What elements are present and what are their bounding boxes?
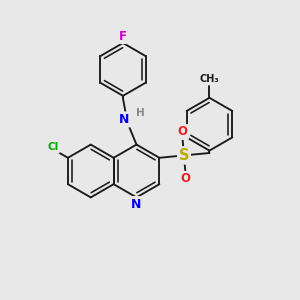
Text: S: S [179,148,189,163]
Text: N: N [119,113,130,126]
Text: CH₃: CH₃ [200,74,219,84]
Text: H: H [136,108,144,118]
Text: Cl: Cl [47,142,58,152]
Text: N: N [131,197,142,211]
Text: F: F [119,30,127,43]
Text: O: O [181,172,190,185]
Text: O: O [178,125,188,139]
